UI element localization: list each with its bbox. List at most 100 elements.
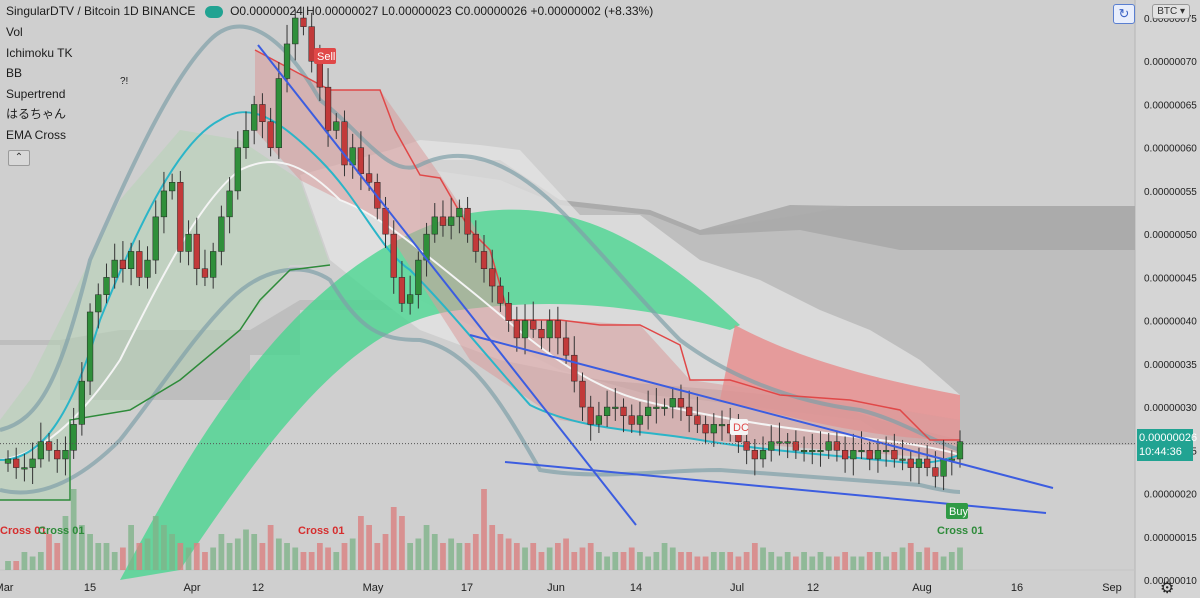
- volume-bar: [185, 547, 192, 570]
- volume-bar: [948, 552, 955, 570]
- candle: [850, 433, 857, 476]
- candle: [513, 306, 520, 352]
- collapse-legend-button[interactable]: ⌃: [8, 150, 30, 166]
- indicator-vol[interactable]: Vol: [6, 25, 23, 39]
- cross-left: Cross 01: [0, 525, 46, 537]
- volume-bar: [710, 552, 717, 570]
- indicator-bb[interactable]: BB: [6, 66, 23, 80]
- candle: [300, 6, 307, 36]
- candle: [193, 217, 200, 286]
- y-tick-label: 0.00000045: [1144, 273, 1197, 284]
- volume-bar: [924, 547, 931, 570]
- candle: [891, 433, 898, 468]
- candle: [431, 203, 438, 243]
- indicator-ema-cross[interactable]: EMA Cross: [6, 127, 67, 142]
- volume-bar: [571, 552, 578, 570]
- symbol-title[interactable]: SingularDTV / Bitcoin 1D BINANCE: [6, 4, 196, 18]
- volume-bar: [152, 516, 159, 570]
- candle: [874, 439, 882, 473]
- volume-bar: [218, 534, 225, 570]
- candle: [628, 404, 635, 434]
- volume-bar: [202, 552, 208, 570]
- volume-bar: [29, 556, 36, 570]
- candle: [86, 303, 94, 395]
- candle: [456, 199, 463, 234]
- volume-bar: [546, 547, 553, 570]
- x-tick-label: Aug: [912, 582, 932, 594]
- candle: [472, 220, 479, 263]
- volume-bar: [440, 543, 446, 570]
- volume-bar: [702, 556, 709, 570]
- candle: [398, 260, 406, 312]
- candle: [645, 390, 652, 430]
- volume-bar: [259, 543, 266, 570]
- volume-bar: [128, 525, 134, 570]
- x-tick-label: 12: [807, 582, 819, 594]
- supertrend-green: [0, 264, 331, 501]
- gear-icon[interactable]: ⚙: [1160, 580, 1175, 597]
- volume-bar: [907, 543, 914, 570]
- x-tick-label: 17: [461, 582, 473, 594]
- refresh-icon[interactable]: ↻: [1113, 4, 1135, 24]
- candle: [70, 407, 77, 459]
- volume-bar: [776, 556, 783, 570]
- volume-bar: [136, 543, 143, 570]
- currency-selector[interactable]: BTC ▾: [1152, 4, 1190, 19]
- candle: [480, 235, 488, 283]
- volume-bar: [809, 556, 816, 570]
- volume-bar: [842, 552, 848, 570]
- sell-label-box: [314, 48, 336, 64]
- volume-bar: [37, 552, 44, 570]
- ohlc-close: C0.00000026: [455, 4, 528, 18]
- supertrend-red: [254, 49, 960, 441]
- candle: [858, 431, 865, 459]
- candle: [546, 309, 553, 352]
- volume-bar: [563, 538, 569, 570]
- ohlc-open: O0.00000024: [230, 4, 303, 18]
- cloud-grey-top: [420, 160, 1135, 250]
- volume-bar: [817, 552, 824, 570]
- cross-mid: Cross 01: [298, 525, 344, 537]
- candle: [226, 177, 233, 234]
- candle: [866, 441, 873, 471]
- candle: [160, 171, 168, 234]
- candle: [924, 445, 931, 477]
- volume-bar: [243, 529, 249, 570]
- candle: [792, 430, 799, 459]
- bb-basis: [0, 161, 961, 461]
- volume-bar: [850, 556, 857, 570]
- indicator-ichimoku[interactable]: Ichimoku TK: [6, 45, 73, 60]
- candle: [390, 220, 397, 294]
- candle: [907, 450, 914, 482]
- ohlc-header: SingularDTV / Bitcoin 1D BINANCE O0.0000…: [6, 4, 653, 18]
- candle: [809, 433, 816, 465]
- candle: [620, 398, 627, 433]
- y-tick-label: 0.00000010: [1144, 576, 1197, 587]
- trendline-down-steep: [257, 44, 637, 526]
- candle: [4, 450, 12, 472]
- candle: [37, 422, 44, 468]
- indicator-haru[interactable]: はるちゃん: [6, 107, 67, 121]
- candle: [95, 283, 102, 329]
- volume-bar: [144, 538, 151, 570]
- candle: [13, 447, 20, 479]
- candle: [883, 436, 890, 467]
- candle: [702, 415, 709, 445]
- volume-bar: [940, 556, 947, 570]
- volume-bar: [858, 556, 865, 570]
- volume-bar: [464, 543, 471, 570]
- candle: [448, 197, 455, 240]
- y-tick-label: 0.00000030: [1144, 403, 1197, 414]
- trendline-upper: [469, 334, 1054, 489]
- indicator-supertrend[interactable]: Supertrend: [6, 86, 66, 101]
- price-axis-background: [1135, 0, 1200, 598]
- ohlc-low: L0.00000023: [381, 4, 452, 18]
- volume-bar: [653, 552, 660, 570]
- candle: [333, 113, 340, 140]
- candle: [251, 95, 258, 145]
- volume-bar: [554, 543, 561, 570]
- candle: [357, 131, 365, 191]
- candle: [710, 413, 717, 447]
- x-tick-label: Apr: [183, 582, 200, 594]
